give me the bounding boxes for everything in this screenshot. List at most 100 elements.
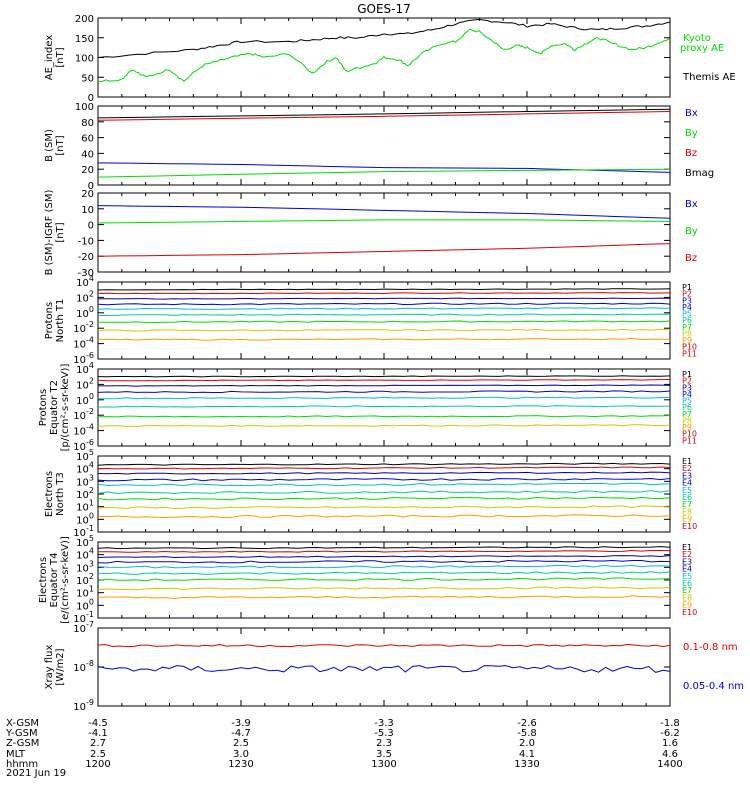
legend-p9: P9 (682, 336, 692, 345)
y-tick-label: 100 (75, 54, 94, 65)
y-tick-label: 10-4 (73, 423, 94, 438)
y-tick-label: 102 (76, 289, 94, 304)
legend-e8: E8 (682, 593, 692, 602)
y-axis-label: [nT] (55, 135, 66, 155)
legend-by: By (685, 226, 698, 237)
x-tick-ygsm: -5.3 (374, 728, 394, 739)
series-xray--8.05 (97, 665, 671, 673)
legend-e9: E9 (682, 601, 692, 610)
x-tick-mlt: 3.0 (233, 749, 249, 760)
series-bz (97, 111, 671, 121)
legend-long-band: 0.1-0.8 nm (683, 642, 738, 653)
x-tick-mlt: 4.6 (662, 749, 678, 760)
y-tick-label: 50 (81, 73, 94, 84)
legend-p2: P2 (682, 377, 692, 386)
x-row-label: X-GSM (6, 718, 39, 729)
y-tick-label: 200 (75, 14, 94, 25)
y-tick-label: 101 (76, 585, 94, 600)
legend-p5: P5 (682, 310, 692, 319)
level-line-3 (98, 384, 671, 387)
y-tick-label: 102 (76, 376, 94, 391)
legend-bz: Bz (685, 253, 697, 264)
level-line-5 (97, 307, 671, 310)
y-axis-label: [nT] (55, 222, 66, 242)
legend-e5: E5 (682, 486, 692, 495)
level-line-7 (98, 320, 671, 324)
y-tick-label: 10-1 (73, 524, 94, 539)
legend-bmag: Bmag (685, 168, 714, 179)
y-tick-label: 101 (76, 499, 94, 514)
legend-bx: Bx (685, 108, 698, 119)
y-tick-label: 60 (81, 134, 94, 145)
x-tick-zgsm: 1.6 (662, 738, 678, 749)
y-tick-label: 102 (76, 486, 94, 501)
legend-p4: P4 (682, 303, 692, 312)
level-line-7 (97, 577, 671, 582)
legend-p9: P9 (682, 423, 692, 432)
legend-proxy-ae: proxy AE (680, 43, 724, 54)
x-tick-hhmm: 1330 (514, 759, 539, 770)
legend-by: By (685, 128, 698, 139)
y-axis-label: Protons (44, 302, 55, 339)
legend-p3: P3 (682, 296, 692, 305)
level-line-3 (97, 555, 671, 559)
level-line-9 (97, 514, 671, 519)
legend-e5: E5 (682, 572, 692, 581)
y-tick-label: 100 (76, 511, 94, 526)
level-line-7 (97, 415, 671, 418)
legend-e1: E1 (682, 457, 692, 466)
level-line-8 (97, 505, 671, 510)
x-tick-mlt: 3.5 (376, 749, 392, 760)
legend-e2: E2 (682, 464, 692, 473)
level-line-2 (97, 466, 671, 470)
y-tick-label: 103 (76, 559, 94, 574)
x-tick-hhmm: 1230 (228, 759, 253, 770)
legend-p7: P7 (682, 410, 692, 419)
series-bx (97, 162, 671, 173)
y-axis-label: [p/(cm²-s-sr-keV)] (60, 364, 71, 452)
legend-p4: P4 (682, 390, 692, 399)
y-axis-label: Equator T2 (49, 380, 60, 435)
x-tick-mlt: 4.1 (519, 749, 535, 760)
x-tick-zgsm: 2.5 (233, 738, 249, 749)
level-line-2 (97, 292, 671, 295)
x-tick-mlt: 2.5 (90, 749, 106, 760)
x-tick-xgsm: -3.3 (374, 718, 394, 729)
panel-bigrf: -30 -20 -10 0 10 20 B (SM)-IGRF (SM) [nT] Bx By Bz (44, 189, 698, 279)
level-line-8 (97, 328, 671, 332)
legend-e10: E10 (682, 522, 697, 531)
legend-p8: P8 (682, 416, 692, 425)
level-line-9 (97, 337, 671, 341)
legend-e6: E6 (682, 579, 692, 588)
level-line-6 (97, 571, 671, 575)
level-line-9 (97, 595, 671, 600)
y-tick-label: 10 (81, 205, 94, 216)
y-tick-label: 10-6 (73, 351, 94, 366)
level-line-5 (98, 396, 671, 400)
legend-p2: P2 (682, 290, 692, 299)
level-line-8 (97, 586, 671, 591)
legend-p1: P1 (682, 370, 692, 379)
legend-p7: P7 (682, 323, 692, 332)
y-axis-label: Protons (38, 389, 49, 426)
legend-e7: E7 (682, 586, 692, 595)
x-tick-ygsm: -4.1 (88, 728, 108, 739)
y-tick-label: 102 (76, 572, 94, 587)
y-tick-label: 80 (81, 118, 94, 129)
y-tick-label: -30 (78, 268, 94, 279)
level-line-1 (97, 462, 671, 466)
legend-e9: E9 (682, 515, 692, 524)
level-line-6 (98, 405, 671, 408)
level-line-3 (97, 471, 671, 475)
level-line-4 (97, 559, 671, 564)
y-axis-label: Electrons (38, 557, 49, 603)
level-line-4 (97, 390, 671, 394)
y-tick-label: 104 (76, 361, 94, 376)
series-kyoto-proxy-ae (97, 28, 671, 83)
y-tick-label: 105 (76, 534, 94, 549)
